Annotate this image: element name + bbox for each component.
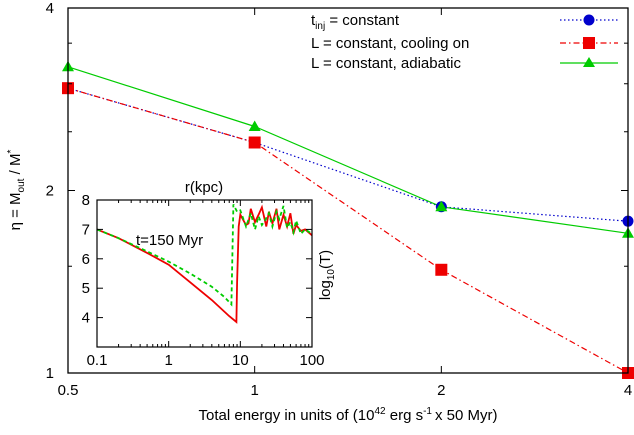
legend-label-cool: L = constant, cooling on (311, 35, 469, 52)
main-y-tick-label: 4 (46, 0, 54, 17)
data-point-cool (248, 136, 261, 149)
legend-marker-adia (583, 57, 595, 67)
legend-marker-cool (583, 37, 595, 49)
main-x-tick-label: 1 (250, 382, 258, 399)
inset-y-tick-label: 6 (82, 251, 90, 268)
inset-x-tick-label: 10 (232, 352, 249, 369)
legend-entry-tinj: tinj = constant (311, 12, 618, 32)
inset-plot: 0.1 1 10 100 4 5 6 7 8 r(kpc) t=150 Myr log10(T… (82, 179, 337, 369)
main-y-tick-label: 2 (46, 183, 54, 200)
inset-x-tick-labels: 0.1 1 10 100 (87, 352, 325, 369)
inset-x-tick-label: 0.1 (87, 352, 108, 369)
data-point-cool (435, 263, 448, 276)
legend-marker-tinj (583, 14, 595, 26)
inset-plot-frame (96, 199, 313, 348)
data-point-adia (248, 120, 261, 132)
main-y-tick-label: 1 (46, 365, 54, 382)
main-x-tick-labels: 0.5 1 2 4 (58, 382, 633, 399)
main-series-lines (67, 66, 629, 374)
inset-y-tick-labels: 4 5 6 7 8 (82, 192, 90, 327)
inset-x-tick-label: 1 (164, 352, 172, 369)
inset-line-inset_green (96, 203, 313, 307)
inset-y-tick-label: 4 (82, 310, 90, 327)
main-x-tick-label: 2 (437, 382, 445, 399)
main-x-tick-label: 0.5 (58, 382, 79, 399)
inset-line-inset_red (96, 204, 313, 324)
inset-annotation: t=150 Myr (136, 232, 203, 249)
inset-background (97, 200, 312, 347)
main-x-tick-label: 4 (624, 382, 632, 399)
legend-label-tinj: tinj = constant (311, 12, 400, 32)
inset-y-tick-label: 5 (82, 280, 90, 297)
inset-axis-ticks (96, 199, 313, 347)
inset-y-tick-label: 8 (82, 192, 90, 209)
inset-title: r(kpc) (185, 179, 223, 196)
inset-series-lines (96, 203, 313, 324)
main-y-axis-label: η = Mout / M* (6, 150, 27, 231)
inset-y-tick-label: 7 (82, 221, 90, 238)
inset-y-axis-label: log10(T) (317, 250, 337, 300)
legend-entry-cool: L = constant, cooling on (311, 35, 618, 52)
main-plot: 0.5 1 2 4 124 Total energy in units of (104… (6, 0, 634, 424)
series-line-cool (67, 87, 629, 374)
series-line-adia (67, 66, 629, 234)
inset-x-tick-label: 100 (299, 352, 324, 369)
main-x-axis-label: Total energy in units of (1042 erg s-1 x … (199, 406, 498, 424)
legend-entry-adia: L = constant, adiabatic (311, 55, 618, 72)
legend-label-adia: L = constant, adiabatic (311, 55, 461, 72)
data-point-adia (435, 200, 448, 212)
legend: tinj = constant L = constant, cooling on… (311, 12, 618, 72)
main-axis-ticks (67, 7, 629, 374)
main-y-tick-labels: 1 2 4 (46, 0, 54, 382)
